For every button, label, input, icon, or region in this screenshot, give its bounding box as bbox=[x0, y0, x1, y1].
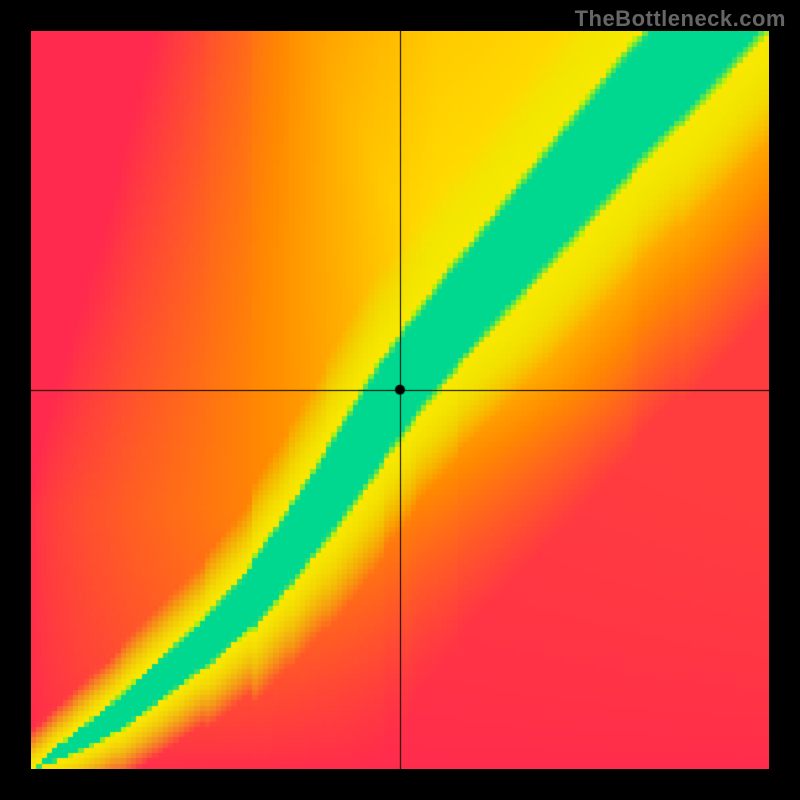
watermark-text: TheBottleneck.com bbox=[575, 6, 786, 32]
chart-container: TheBottleneck.com bbox=[0, 0, 800, 800]
bottleneck-heatmap bbox=[31, 31, 769, 769]
